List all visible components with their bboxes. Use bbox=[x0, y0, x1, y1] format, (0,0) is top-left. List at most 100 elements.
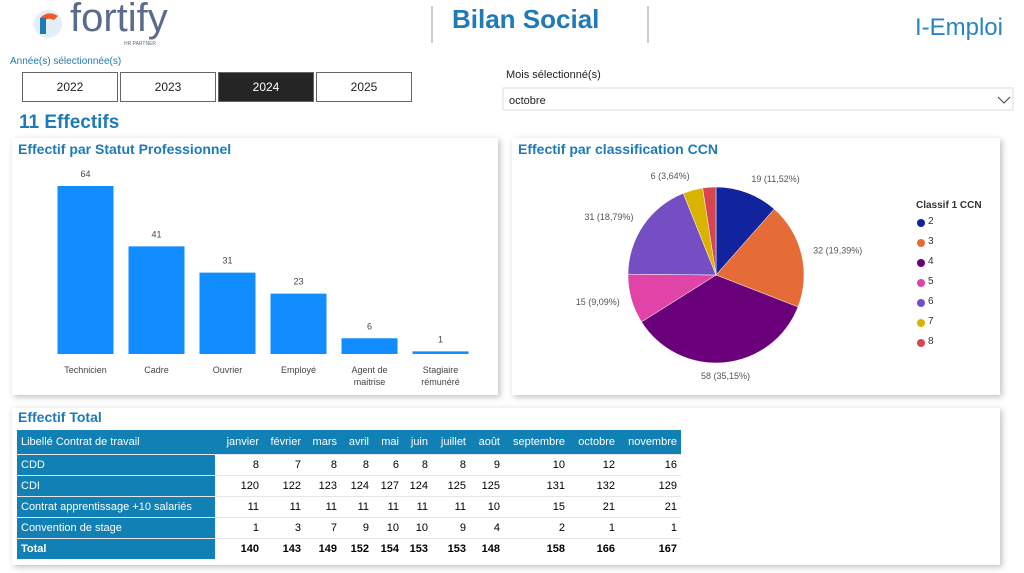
year-button[interactable]: 2022 bbox=[22, 72, 118, 102]
table-row: Total 140 143 149 152 154 153 153 148 158 166 167 bbox=[17, 538, 681, 559]
bar bbox=[270, 293, 327, 354]
cell: 125 bbox=[432, 475, 470, 497]
table-row: Convention de stage 1 3 7 9 10 10 9 4 2 1 1 bbox=[17, 517, 681, 539]
cell: 1 bbox=[215, 517, 263, 539]
cell: 11 bbox=[305, 496, 341, 518]
category-label: Stagiaire rémunéré bbox=[421, 365, 460, 387]
bar bbox=[412, 351, 469, 354]
legend-label: 5 bbox=[928, 276, 934, 287]
pie-slice bbox=[715, 208, 805, 308]
year-label: Année(s) sélectionnée(s) bbox=[10, 56, 122, 67]
cell: 166 bbox=[596, 543, 615, 555]
table-row: Contrat apprentissage +10 salariés 11 11 11… bbox=[17, 496, 681, 518]
bar bbox=[341, 338, 398, 354]
table-title: Effectif Total bbox=[18, 409, 102, 425]
legend-title: Classif 1 CCN bbox=[916, 200, 982, 211]
column-header: septembre bbox=[504, 430, 569, 455]
cell: 120 bbox=[215, 475, 263, 497]
category-label: Cadre bbox=[144, 365, 169, 375]
column-header: mai bbox=[373, 430, 403, 455]
data-label: 31 (18,79%) bbox=[584, 212, 633, 222]
column-header: février bbox=[263, 430, 305, 455]
brand: I-Emploi bbox=[914, 14, 1003, 41]
dropdown[interactable] bbox=[502, 87, 1014, 111]
data-label: 58 (35,15%) bbox=[701, 371, 750, 381]
cell: 10 bbox=[504, 454, 569, 476]
table-row: CDI 120 122 123 124 127 124 125 125 131 132 129 bbox=[17, 475, 681, 497]
cell: 132 bbox=[569, 475, 619, 497]
logo-tagline: HR PARTNER bbox=[124, 41, 157, 47]
cell: 12 bbox=[569, 454, 619, 476]
column-header: janvier bbox=[215, 430, 263, 455]
cell: 15 bbox=[504, 496, 569, 518]
legend-label: 8 bbox=[928, 336, 934, 347]
cell: 154 bbox=[380, 543, 399, 555]
legend-label: 3 bbox=[928, 236, 934, 247]
column-header: avril bbox=[341, 430, 373, 455]
data-label: 64 bbox=[80, 169, 90, 179]
cell: 11 bbox=[373, 496, 403, 518]
month-value[interactable]: octobre bbox=[509, 95, 546, 107]
cell: 158 bbox=[546, 543, 565, 555]
cell: 9 bbox=[341, 517, 373, 539]
cell: 127 bbox=[373, 475, 403, 497]
chart-title: Effectif par Statut Professionnel bbox=[18, 141, 232, 157]
cell: 149 bbox=[318, 543, 337, 555]
cell: 9 bbox=[432, 517, 470, 539]
legend-label: 6 bbox=[928, 296, 934, 307]
legend-marker bbox=[917, 299, 925, 307]
cell: 8 bbox=[432, 454, 470, 476]
category-label: Employé bbox=[280, 365, 316, 375]
pie-slice bbox=[641, 274, 799, 364]
kpi: 11 Effectifs bbox=[19, 112, 120, 133]
data-label: 32 (19,39%) bbox=[813, 245, 862, 255]
legend-marker bbox=[917, 219, 925, 227]
cell: 10 bbox=[470, 496, 504, 518]
cell: 143 bbox=[282, 543, 301, 555]
year-button[interactable]: 2023 bbox=[120, 72, 216, 102]
cell: 11 bbox=[403, 496, 432, 518]
category-label: Agent de maitrise bbox=[351, 365, 388, 387]
cell: 11 bbox=[215, 496, 263, 518]
dropdown-chevron[interactable] bbox=[997, 96, 1011, 104]
legend-marker bbox=[917, 339, 925, 347]
row-label: Contrat apprentissage +10 salariés bbox=[17, 496, 215, 518]
category-label: Technicien bbox=[64, 365, 107, 375]
cell: 16 bbox=[619, 454, 681, 476]
column-header: août bbox=[470, 430, 504, 455]
bar bbox=[128, 246, 185, 354]
cell: 125 bbox=[470, 475, 504, 497]
cell: 131 bbox=[504, 475, 569, 497]
logo-icon bbox=[34, 10, 62, 38]
year-button[interactable]: 2025 bbox=[316, 72, 412, 102]
data-label: 15 (9,09%) bbox=[576, 297, 620, 307]
data-label: 19 (11,52%) bbox=[751, 174, 799, 184]
cell: 2 bbox=[504, 517, 569, 539]
cell: 11 bbox=[341, 496, 373, 518]
column-header: novembre bbox=[619, 430, 681, 455]
category-label: Ouvrier bbox=[212, 365, 243, 375]
month-label: Mois sélectionné(s) bbox=[506, 69, 601, 81]
year-button[interactable]: 2024 bbox=[218, 72, 314, 102]
cell: 6 bbox=[373, 454, 403, 476]
data-label: 23 bbox=[293, 277, 303, 287]
pie-slice bbox=[627, 192, 717, 276]
cell: 8 bbox=[215, 454, 263, 476]
row-label: CDD bbox=[17, 454, 215, 476]
cell: 3 bbox=[263, 517, 305, 539]
legend-marker bbox=[917, 239, 925, 247]
column-header: Libellé Contrat de travail bbox=[17, 430, 215, 455]
row-label: Convention de stage bbox=[17, 517, 215, 539]
table: Libellé Contrat de travail janvier février… bbox=[17, 430, 681, 559]
row-label: CDI bbox=[17, 475, 215, 497]
data-label: 31 bbox=[222, 256, 232, 266]
cell: 1 bbox=[569, 517, 619, 539]
table-row: CDD 8 7 8 8 6 8 8 9 10 12 16 bbox=[17, 454, 681, 476]
cell: 8 bbox=[341, 454, 373, 476]
legend-label: 4 bbox=[928, 256, 934, 267]
data-label: 6 bbox=[367, 321, 372, 331]
legend-marker bbox=[917, 259, 925, 267]
data-label: 1 bbox=[438, 334, 443, 344]
cell: 123 bbox=[305, 475, 341, 497]
